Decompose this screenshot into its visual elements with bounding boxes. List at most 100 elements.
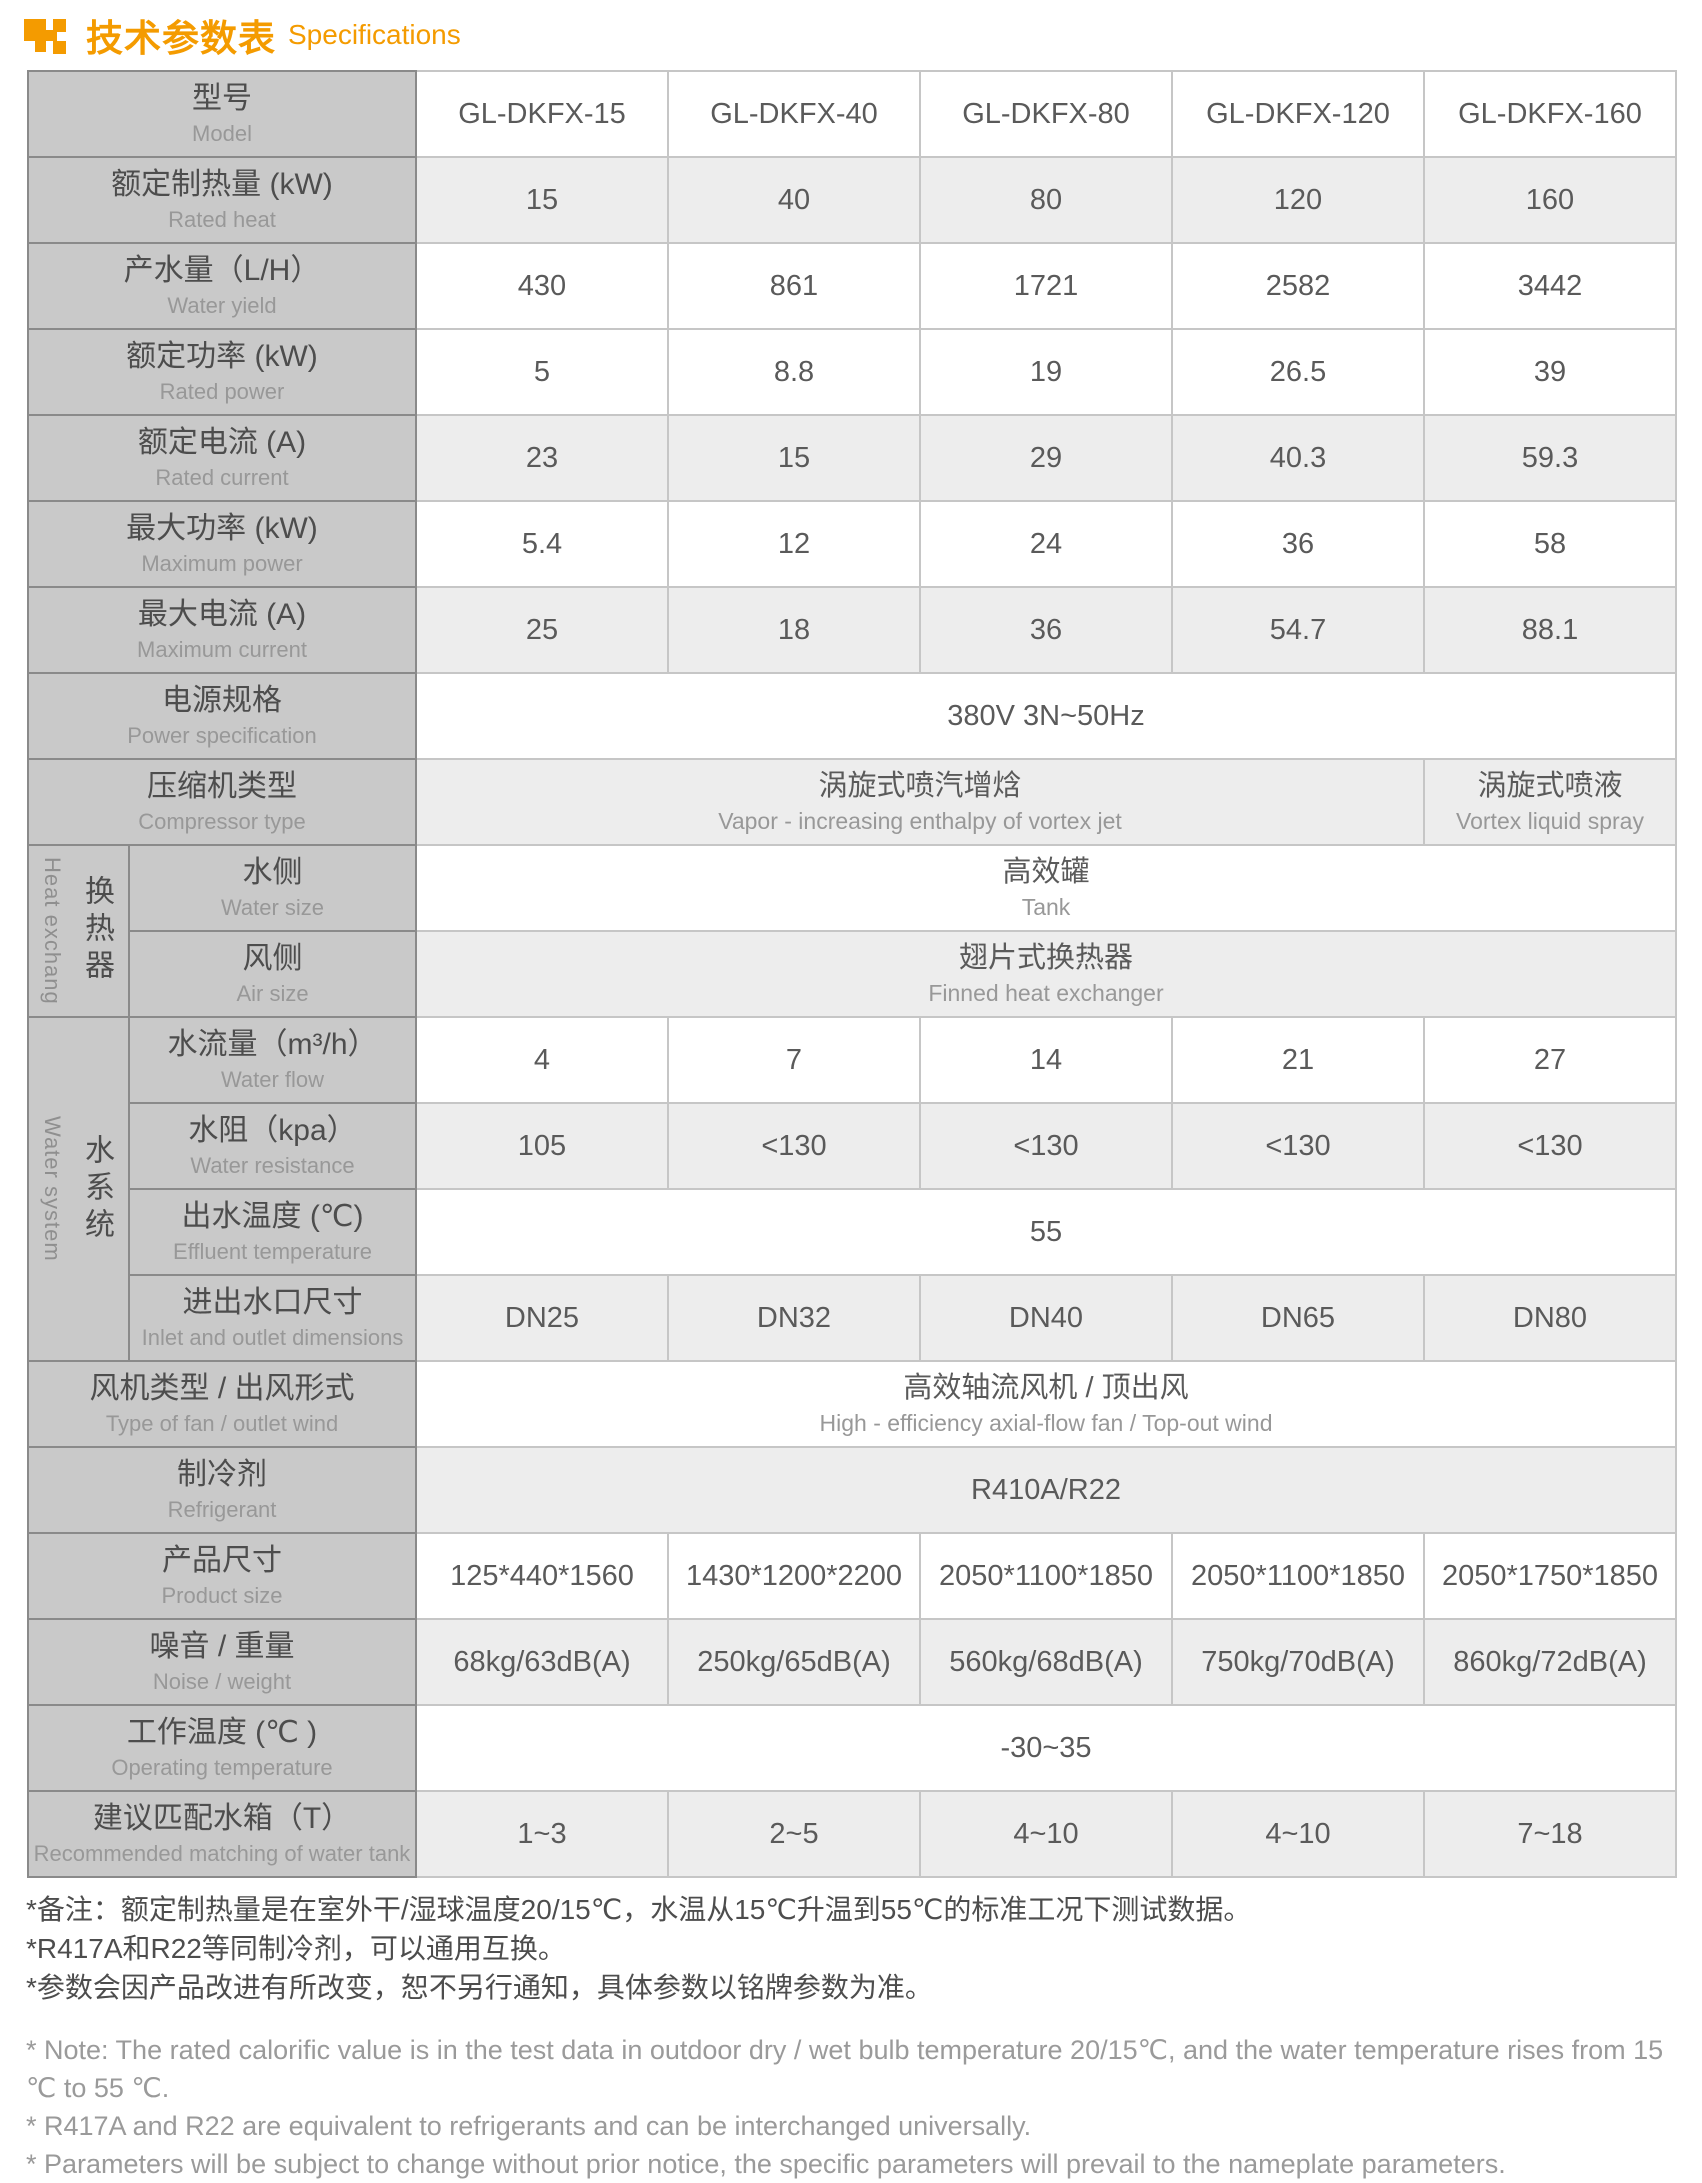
row-label-en: Noise / weight <box>152 1668 292 1694</box>
row-label-zh: 水侧 <box>242 855 303 889</box>
cell-value: 涡旋式喷汽增焓 <box>818 769 1022 802</box>
cell-max-current-3: 54.7 <box>1171 586 1425 674</box>
row-label-model: 型号 Model <box>27 70 417 158</box>
cell-rated-current-4: 59.3 <box>1423 414 1677 502</box>
cell-water-flow-3: 21 <box>1171 1016 1425 1104</box>
cell-rated-power-0: 5 <box>415 328 669 416</box>
cell-product-size-1: 1430*1200*2200 <box>667 1532 921 1620</box>
cell-max-current-2: 36 <box>919 586 1173 674</box>
row-label-zh: 额定功率 (kW) <box>126 339 318 373</box>
row-label-air-side: 风侧 Air size <box>128 930 417 1018</box>
cell-rated-current-0: 23 <box>415 414 669 502</box>
table-row-compressor: 压缩机类型 Compressor type 涡旋式喷汽增焓 Vapor - incre… <box>27 758 1677 846</box>
cell-value: 59.3 <box>1521 441 1579 474</box>
table-row-max-current: 最大电流 (A) Maximum current 25 18 36 54.7 88.1 <box>27 586 1677 674</box>
cell-fan-type-0: 高效轴流风机 / 顶出风 High - efficiency axial-flow… <box>415 1360 1677 1448</box>
cell-rated-heat-1: 40 <box>667 156 921 244</box>
cell-value: 12 <box>777 527 811 560</box>
cell-effluent-temp-0: 55 <box>415 1188 1677 1276</box>
table-row-noise-weight: 噪音 / 重量 Noise / weight 68kg/63dB(A) 250kg/6… <box>27 1618 1677 1706</box>
cell-water-flow-4: 27 <box>1423 1016 1677 1104</box>
cell-value-en: High - efficiency axial-flow fan / Top-o… <box>819 1409 1273 1436</box>
title-bar: 技术参数表 Specifications <box>24 8 461 62</box>
cell-value: GL-DKFX-15 <box>458 97 626 130</box>
cell-model-0: GL-DKFX-15 <box>415 70 669 158</box>
cell-water-yield-4: 3442 <box>1423 242 1677 330</box>
table-row-inlet-outlet: 进出水口尺寸 Inlet and outlet dimensions DN25 DN3… <box>28 1274 1677 1362</box>
cell-value: 3442 <box>1517 269 1583 302</box>
cell-value: <130 <box>1517 1129 1583 1162</box>
row-label-operating-temp: 工作温度 (℃ ) Operating temperature <box>27 1704 417 1792</box>
table-row-model: 型号 Model GL-DKFX-15 GL-DKFX-40 GL-DKFX-80 GL-… <box>27 70 1677 158</box>
cell-rated-heat-0: 15 <box>415 156 669 244</box>
cell-value: 40 <box>777 183 811 216</box>
row-label-refrigerant: 制冷剂 Refrigerant <box>27 1446 417 1534</box>
cell-value: DN32 <box>756 1301 832 1334</box>
cell-product-size-4: 2050*1750*1850 <box>1423 1532 1677 1620</box>
table-row-power-spec: 电源规格 Power specification 380V 3N~50Hz <box>27 672 1677 760</box>
cell-value: 26.5 <box>1269 355 1327 388</box>
cell-water-yield-3: 2582 <box>1171 242 1425 330</box>
cell-value: 14 <box>1029 1043 1063 1076</box>
cell-water-flow-2: 14 <box>919 1016 1173 1104</box>
cell-value: 2050*1100*1850 <box>1191 1559 1405 1592</box>
cell-value: 36 <box>1029 613 1063 646</box>
cell-rated-heat-3: 120 <box>1171 156 1425 244</box>
cell-water-yield-1: 861 <box>667 242 921 330</box>
cell-compressor-0: 涡旋式喷汽增焓 Vapor - increasing enthalpy of vo… <box>415 758 1425 846</box>
table-row-refrigerant: 制冷剂 Refrigerant R410A/R22 <box>27 1446 1677 1534</box>
cell-noise-weight-0: 68kg/63dB(A) <box>415 1618 669 1706</box>
cell-noise-weight-3: 750kg/70dB(A) <box>1171 1618 1425 1706</box>
row-label-zh: 产品尺寸 <box>162 1543 282 1577</box>
group-label-water-flow: Water system 水系统 <box>27 1016 130 1362</box>
row-label-zh: 出水温度 (℃) <box>181 1199 364 1233</box>
cell-value: 4~10 <box>1013 1817 1079 1850</box>
row-label-en: Product size <box>161 1582 283 1608</box>
row-label-zh: 建议匹配水箱（T） <box>92 1801 352 1835</box>
row-label-max-power: 最大功率 (kW) Maximum power <box>27 500 417 588</box>
cell-value: 861 <box>769 269 819 302</box>
row-label-water-flow: 水流量（m³/h） Water flow <box>128 1016 417 1104</box>
footnote-en-1: * Note: The rated calorific value is in … <box>26 2035 1664 2103</box>
row-label-water-tank: 建议匹配水箱（T） Recommended matching of water t… <box>27 1790 417 1878</box>
table-row-rated-power: 额定功率 (kW) Rated power 5 8.8 19 26.5 39 <box>27 328 1677 416</box>
footnote-en-3: * Parameters will be subject to change w… <box>26 2149 1506 2179</box>
cell-inlet-outlet-0: DN25 <box>415 1274 669 1362</box>
table-row-operating-temp: 工作温度 (℃ ) Operating temperature -30~35 <box>27 1704 1677 1792</box>
cell-inlet-outlet-2: DN40 <box>919 1274 1173 1362</box>
cell-value: R410A/R22 <box>971 1473 1121 1506</box>
cell-value: 430 <box>517 269 567 302</box>
row-label-en: Refrigerant <box>167 1496 277 1522</box>
cell-model-4: GL-DKFX-160 <box>1423 70 1677 158</box>
cell-value: <130 <box>1265 1129 1331 1162</box>
cell-max-power-0: 5.4 <box>415 500 669 588</box>
row-label-zh: 工作温度 (℃ ) <box>126 1715 318 1749</box>
cell-rated-current-2: 29 <box>919 414 1173 502</box>
row-label-en: Water resistance <box>190 1152 355 1178</box>
cell-water-resistance-0: 105 <box>415 1102 669 1190</box>
cell-value: 8.8 <box>773 355 815 388</box>
cell-value: 560kg/68dB(A) <box>949 1645 1143 1678</box>
row-label-water-resistance: 水阻（kpa） Water resistance <box>128 1102 417 1190</box>
cell-value: 15 <box>525 183 559 216</box>
row-label-rated-current: 额定电流 (A) Rated current <box>27 414 417 502</box>
cell-product-size-0: 125*440*1560 <box>415 1532 669 1620</box>
cell-max-power-4: 58 <box>1423 500 1677 588</box>
cell-water-tank-3: 4~10 <box>1171 1790 1425 1878</box>
cell-noise-weight-4: 860kg/72dB(A) <box>1423 1618 1677 1706</box>
table-row-rated-current: 额定电流 (A) Rated current 23 15 29 40.3 59.3 <box>27 414 1677 502</box>
cell-value: 2050*1750*1850 <box>1441 1559 1659 1592</box>
row-label-zh: 制冷剂 <box>177 1457 267 1491</box>
row-label-compressor: 压缩机类型 Compressor type <box>27 758 417 846</box>
cell-value: 5 <box>533 355 551 388</box>
page-title-en: Specifications <box>288 19 461 50</box>
row-label-en: Water yield <box>167 292 277 318</box>
footnote-en-2: * R417A and R22 are equivalent to refrig… <box>26 2111 1032 2141</box>
table-row-effluent-temp: 出水温度 (℃) Effluent temperature 55 <box>28 1188 1677 1276</box>
cell-value-en: Finned heat exchanger <box>928 979 1164 1006</box>
cell-value: 68kg/63dB(A) <box>453 1645 631 1678</box>
page: { "title": { "zh": "技术参数表", "en": "Speci… <box>24 8 1677 2179</box>
row-label-zh: 风机类型 / 出风形式 <box>89 1371 355 1405</box>
cell-value: 5.4 <box>521 527 563 560</box>
cell-power-spec-0: 380V 3N~50Hz <box>415 672 1677 760</box>
